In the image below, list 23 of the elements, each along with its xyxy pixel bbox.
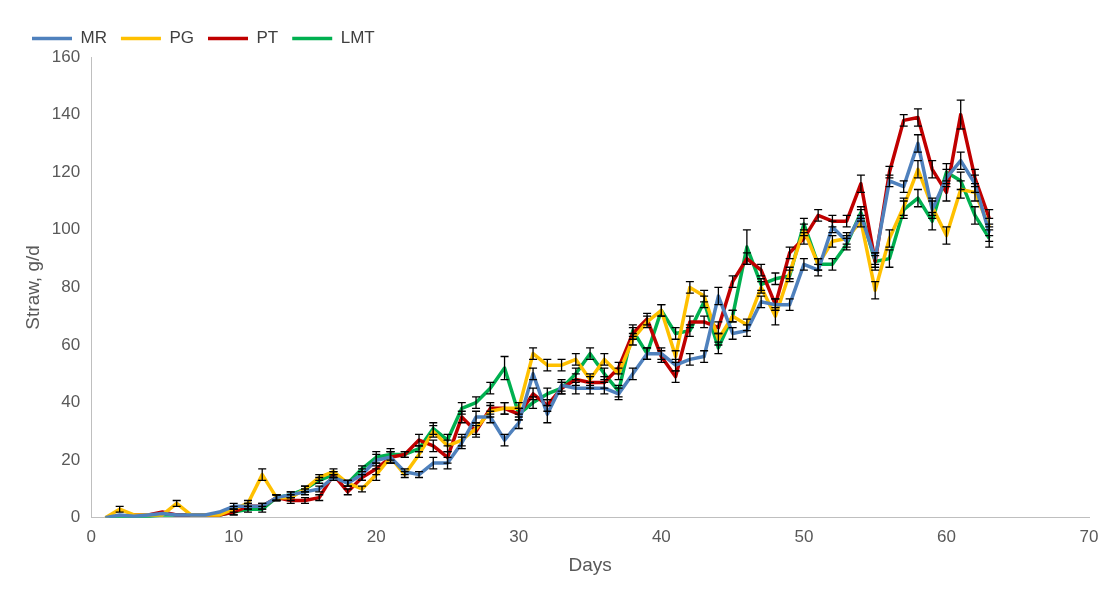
x-tick-label: 30 xyxy=(509,526,529,546)
y-tick-label: 140 xyxy=(51,104,81,124)
legend-label: PT xyxy=(256,28,279,48)
y-tick-label: 120 xyxy=(51,161,81,181)
x-tick-label: 70 xyxy=(1079,526,1099,546)
y-tick-label: 40 xyxy=(61,392,81,412)
legend-label: LMT xyxy=(340,28,375,48)
y-tick-label: 0 xyxy=(70,507,81,527)
x-axis-title: Days xyxy=(568,553,612,575)
legend-label: PG xyxy=(169,28,194,48)
x-tick-label: 10 xyxy=(224,526,244,546)
y-tick-label: 100 xyxy=(51,219,81,239)
y-tick-label: 60 xyxy=(61,334,81,354)
legend-label: MR xyxy=(80,28,107,48)
x-tick-label: 20 xyxy=(366,526,386,546)
y-tick-label: 160 xyxy=(51,46,81,66)
x-tick-label: 50 xyxy=(794,526,814,546)
y-axis-title: Straw, g/d xyxy=(21,245,43,330)
y-tick-label: 80 xyxy=(61,277,81,297)
x-tick-label: 60 xyxy=(936,526,956,546)
x-tick-label: 40 xyxy=(651,526,671,546)
x-tick-label: 0 xyxy=(86,526,96,546)
y-tick-label: 20 xyxy=(61,449,81,469)
